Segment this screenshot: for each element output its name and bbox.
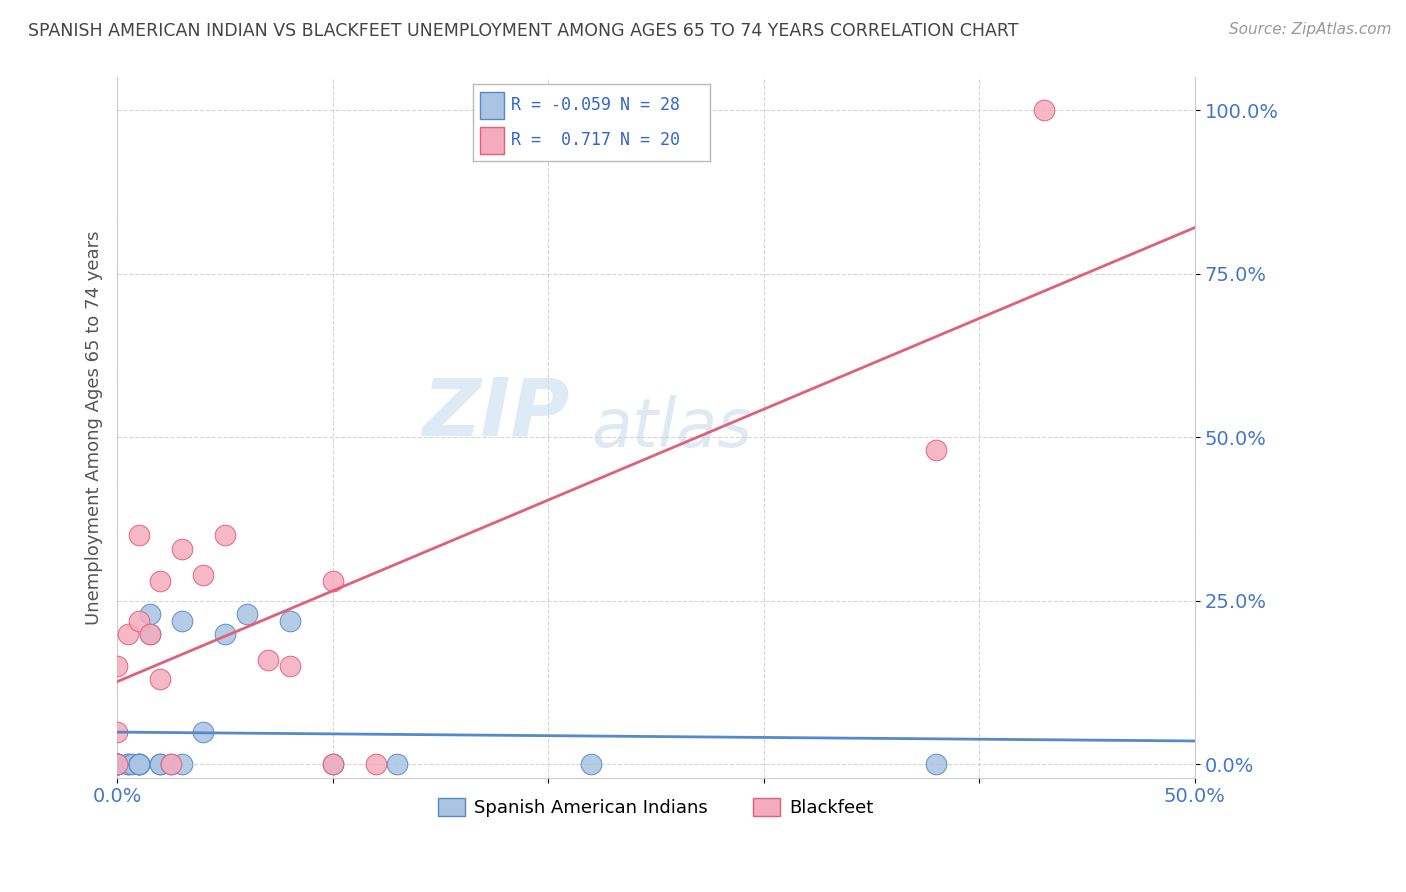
Point bbox=[160, 757, 183, 772]
Point bbox=[581, 757, 603, 772]
Point bbox=[138, 626, 160, 640]
Text: Source: ZipAtlas.com: Source: ZipAtlas.com bbox=[1229, 22, 1392, 37]
Point bbox=[138, 607, 160, 621]
Point bbox=[278, 659, 301, 673]
Y-axis label: Unemployment Among Ages 65 to 74 years: Unemployment Among Ages 65 to 74 years bbox=[86, 230, 103, 624]
Text: atlas: atlas bbox=[592, 394, 752, 460]
Point bbox=[105, 724, 128, 739]
Point bbox=[105, 757, 128, 772]
Point bbox=[160, 757, 183, 772]
Point bbox=[925, 757, 948, 772]
Point bbox=[1032, 103, 1054, 117]
Point bbox=[138, 626, 160, 640]
Point bbox=[149, 757, 172, 772]
Text: SPANISH AMERICAN INDIAN VS BLACKFEET UNEMPLOYMENT AMONG AGES 65 TO 74 YEARS CORR: SPANISH AMERICAN INDIAN VS BLACKFEET UNE… bbox=[28, 22, 1018, 40]
Point bbox=[149, 574, 172, 589]
Text: ZIP: ZIP bbox=[422, 375, 569, 452]
Point bbox=[105, 757, 128, 772]
Point bbox=[128, 757, 150, 772]
Point bbox=[193, 567, 215, 582]
Point bbox=[235, 607, 257, 621]
Point bbox=[105, 757, 128, 772]
Point bbox=[117, 757, 139, 772]
Legend: Spanish American Indians, Blackfeet: Spanish American Indians, Blackfeet bbox=[432, 790, 882, 824]
Point bbox=[149, 673, 172, 687]
Point bbox=[170, 757, 193, 772]
Point bbox=[170, 541, 193, 556]
Point bbox=[149, 757, 172, 772]
Point bbox=[322, 757, 344, 772]
Point bbox=[105, 757, 128, 772]
Point bbox=[117, 757, 139, 772]
Point bbox=[257, 653, 280, 667]
Point bbox=[105, 659, 128, 673]
Point bbox=[128, 757, 150, 772]
Point bbox=[214, 626, 236, 640]
Point bbox=[322, 574, 344, 589]
Point bbox=[214, 528, 236, 542]
Point bbox=[128, 528, 150, 542]
Point bbox=[121, 757, 143, 772]
Point bbox=[128, 757, 150, 772]
Point bbox=[170, 614, 193, 628]
Point bbox=[925, 443, 948, 458]
Point bbox=[387, 757, 409, 772]
Point bbox=[278, 614, 301, 628]
Point bbox=[322, 757, 344, 772]
Point bbox=[128, 757, 150, 772]
Point bbox=[117, 626, 139, 640]
Point bbox=[105, 757, 128, 772]
Point bbox=[105, 757, 128, 772]
Point bbox=[128, 614, 150, 628]
Point bbox=[364, 757, 387, 772]
Point bbox=[193, 724, 215, 739]
Point bbox=[105, 757, 128, 772]
